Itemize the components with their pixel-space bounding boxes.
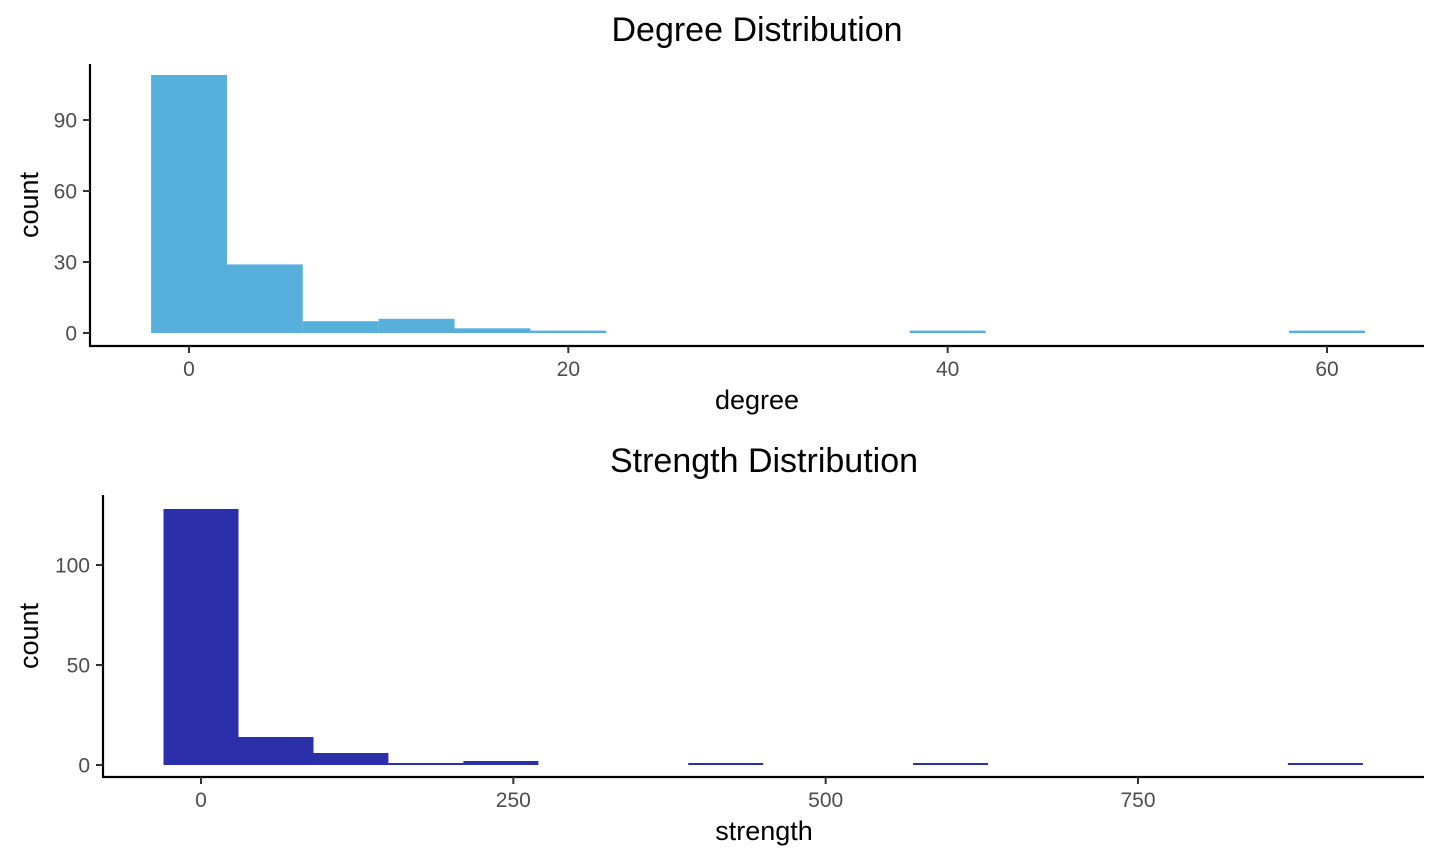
histogram-bar xyxy=(909,330,986,333)
histogram-bar xyxy=(1287,763,1363,765)
histogram-bar xyxy=(1289,330,1365,333)
histogram-bar xyxy=(378,318,455,333)
y-axis-ticks: 0 30 60 90 xyxy=(54,110,90,346)
histogram-bar xyxy=(226,264,303,333)
chart-title: Strength Distribution xyxy=(610,442,918,480)
x-tick-label: 0 xyxy=(195,789,207,812)
histogram-bar xyxy=(463,761,539,765)
y-tick-label: 50 xyxy=(67,655,90,678)
x-tick-label: 60 xyxy=(1315,358,1338,381)
y-axis-ticks: 0 50 100 xyxy=(55,555,103,778)
x-tick-label: 40 xyxy=(936,358,959,381)
y-tick-label: 90 xyxy=(54,110,77,133)
y-tick-label: 30 xyxy=(54,252,77,275)
x-tick-label: 0 xyxy=(183,358,195,381)
histogram-bar xyxy=(163,509,239,765)
histogram-bar xyxy=(913,763,989,765)
histogram-bar xyxy=(302,321,379,333)
y-tick-label: 0 xyxy=(78,755,90,778)
x-tick-label: 20 xyxy=(557,358,580,381)
chart-title: Degree Distribution xyxy=(611,11,902,49)
histogram-bars xyxy=(151,75,1365,333)
histogram-bar xyxy=(151,75,227,333)
histogram-bar xyxy=(688,763,764,765)
histogram-bar xyxy=(238,737,314,765)
degree-distribution-panel: Degree Distribution 0 30 60 90 0 20 40 60 degr… xyxy=(14,11,1424,415)
x-tick-label: 750 xyxy=(1120,789,1155,812)
histogram-bar xyxy=(313,753,389,765)
x-axis-ticks: 0 250 500 750 xyxy=(195,777,1156,812)
x-axis-ticks: 0 20 40 60 xyxy=(183,346,1339,381)
x-axis-title: degree xyxy=(715,385,799,415)
y-axis-title: count xyxy=(14,171,44,238)
histogram-bar xyxy=(530,330,607,333)
y-tick-label: 0 xyxy=(65,323,77,346)
x-tick-label: 500 xyxy=(808,789,843,812)
y-tick-label: 60 xyxy=(54,181,77,204)
x-tick-label: 250 xyxy=(496,789,531,812)
histogram-bar xyxy=(454,328,531,333)
histogram-bar xyxy=(388,763,464,765)
y-axis-title: count xyxy=(14,602,44,669)
histogram-bars xyxy=(163,509,1363,765)
y-tick-label: 100 xyxy=(55,555,90,578)
x-axis-title: strength xyxy=(715,816,813,846)
